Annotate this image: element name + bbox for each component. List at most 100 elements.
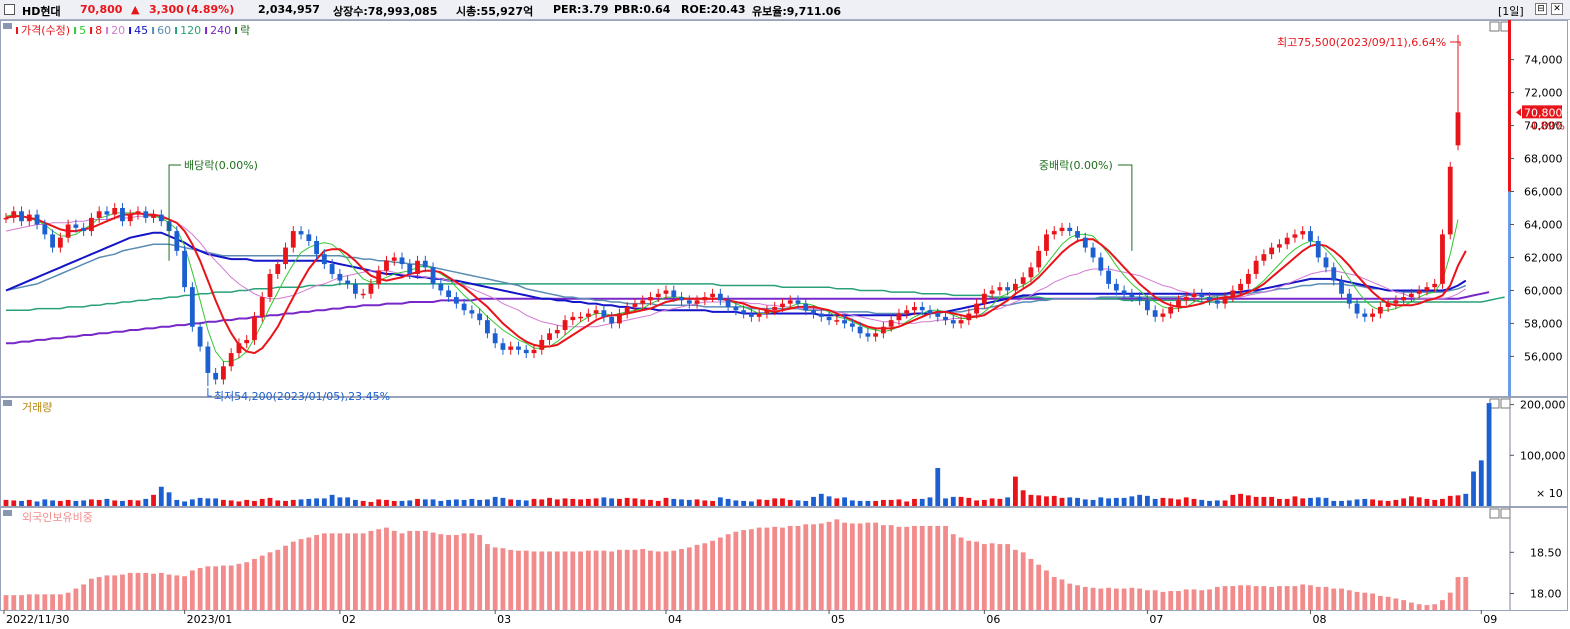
foreign-ratio-bar[interactable] xyxy=(570,551,576,610)
volume-bar[interactable] xyxy=(252,500,257,506)
volume-bar[interactable] xyxy=(1207,500,1212,506)
foreign-ratio-bar[interactable] xyxy=(1152,590,1158,610)
foreign-ratio-bar[interactable] xyxy=(189,570,195,610)
volume-bar[interactable] xyxy=(135,500,141,506)
close-button[interactable]: ✕ xyxy=(1551,3,1563,15)
foreign-ratio-bar[interactable] xyxy=(422,530,428,610)
volume-bar[interactable] xyxy=(42,499,48,506)
volume-bar[interactable] xyxy=(1059,497,1065,506)
candle-body[interactable] xyxy=(1090,247,1096,258)
candle-body[interactable] xyxy=(1075,231,1080,238)
candle-body[interactable] xyxy=(213,372,219,380)
candle-body[interactable] xyxy=(679,297,684,301)
candle-body[interactable] xyxy=(1284,237,1290,245)
candle-body[interactable] xyxy=(881,326,886,334)
foreign-ratio-bar[interactable] xyxy=(578,551,583,610)
foreign-ratio-bar[interactable] xyxy=(717,537,723,610)
volume-bar[interactable] xyxy=(780,498,785,506)
volume-bar[interactable] xyxy=(1463,493,1469,506)
candle-body[interactable] xyxy=(422,260,428,268)
candle-body[interactable] xyxy=(1377,306,1383,314)
candle-body[interactable] xyxy=(120,208,125,222)
foreign-ratio-bar[interactable] xyxy=(1409,602,1414,610)
volume-bar[interactable] xyxy=(259,498,265,506)
foreign-ratio-bar[interactable] xyxy=(438,534,444,610)
foreign-ratio-bar[interactable] xyxy=(1075,585,1080,610)
foreign-ratio-bar[interactable] xyxy=(259,555,265,610)
foreign-ratio-bar[interactable] xyxy=(1447,592,1453,610)
foreign-ratio-bar[interactable] xyxy=(174,575,180,610)
candle-body[interactable] xyxy=(127,214,133,222)
foreign-ratio-bar[interactable] xyxy=(1261,586,1267,610)
foreign-ratio-bar[interactable] xyxy=(849,523,855,610)
candle-body[interactable] xyxy=(275,264,281,274)
volume-bar[interactable] xyxy=(461,499,467,506)
candle-body[interactable] xyxy=(345,280,351,284)
candle-body[interactable] xyxy=(531,349,537,354)
candle-body[interactable] xyxy=(780,303,785,307)
candle-body[interactable] xyxy=(73,224,79,228)
foreign-ratio-bar[interactable] xyxy=(1230,586,1236,610)
volume-bar[interactable] xyxy=(1432,499,1438,506)
foreign-ratio-bar[interactable] xyxy=(912,525,917,610)
volume-bar[interactable] xyxy=(1222,500,1228,506)
volume-bar[interactable] xyxy=(554,499,560,506)
foreign-ratio-bar[interactable] xyxy=(1346,590,1352,610)
volume-bar[interactable] xyxy=(368,501,374,506)
volume-bar[interactable] xyxy=(888,499,894,506)
candle-body[interactable] xyxy=(803,303,809,311)
candle-body[interactable] xyxy=(1447,166,1453,235)
foreign-ratio-bar[interactable] xyxy=(104,575,110,610)
foreign-ratio-bar[interactable] xyxy=(787,525,793,610)
foreign-ratio-bar[interactable] xyxy=(11,595,17,610)
foreign-ratio-bar[interactable] xyxy=(477,535,483,610)
foreign-ratio-bar[interactable] xyxy=(26,594,32,610)
volume-bar[interactable] xyxy=(1075,497,1080,506)
foreign-ratio-bar[interactable] xyxy=(632,549,638,610)
candle-body[interactable] xyxy=(1385,303,1391,307)
foreign-ratio-bar[interactable] xyxy=(950,534,956,610)
foreign-ratio-bar[interactable] xyxy=(640,549,646,610)
candle-body[interactable] xyxy=(671,290,677,298)
foreign-ratio-bar[interactable] xyxy=(1315,586,1321,610)
volume-bar[interactable] xyxy=(1137,494,1143,506)
foreign-ratio-bar[interactable] xyxy=(1113,588,1119,610)
volume-panel-maximize-button[interactable] xyxy=(1500,398,1511,409)
volume-bar[interactable] xyxy=(679,499,684,506)
candle-body[interactable] xyxy=(686,300,692,304)
candle-body[interactable] xyxy=(912,306,917,311)
foreign-ratio-bar[interactable] xyxy=(376,529,382,610)
volume-bar[interactable] xyxy=(1486,403,1492,506)
volume-bar[interactable] xyxy=(1362,498,1368,506)
volume-bar[interactable] xyxy=(1176,499,1181,506)
candle-body[interactable] xyxy=(935,313,941,317)
candle-body[interactable] xyxy=(989,290,995,294)
foreign-ratio-bar[interactable] xyxy=(1463,577,1469,610)
foreign-ratio-bar[interactable] xyxy=(585,550,591,610)
candle-body[interactable] xyxy=(1261,254,1267,261)
candle-body[interactable] xyxy=(1160,313,1166,317)
volume-bar[interactable] xyxy=(997,498,1003,506)
volume-bar[interactable] xyxy=(624,497,630,506)
candle-body[interactable] xyxy=(818,313,824,317)
volume-bar[interactable] xyxy=(1424,498,1430,506)
volume-bar[interactable] xyxy=(787,499,793,506)
volume-bar[interactable] xyxy=(500,497,506,506)
candle-body[interactable] xyxy=(1113,283,1119,291)
candle-body[interactable] xyxy=(353,283,358,294)
volume-bar[interactable] xyxy=(469,498,475,506)
candle-body[interactable] xyxy=(461,303,467,311)
candle-body[interactable] xyxy=(904,310,910,314)
volume-bar[interactable] xyxy=(399,500,405,506)
volume-bar[interactable] xyxy=(717,497,723,506)
candle-body[interactable] xyxy=(1440,234,1445,284)
volume-bar[interactable] xyxy=(1044,496,1049,506)
volume-bar[interactable] xyxy=(391,500,397,506)
volume-bar[interactable] xyxy=(65,499,71,506)
volume-bar[interactable] xyxy=(1385,500,1391,506)
candle-body[interactable] xyxy=(787,300,793,304)
candle-body[interactable] xyxy=(112,208,118,215)
candle-body[interactable] xyxy=(609,316,615,324)
foreign-ratio-bar[interactable] xyxy=(1308,585,1313,610)
volume-bar[interactable] xyxy=(73,500,79,506)
